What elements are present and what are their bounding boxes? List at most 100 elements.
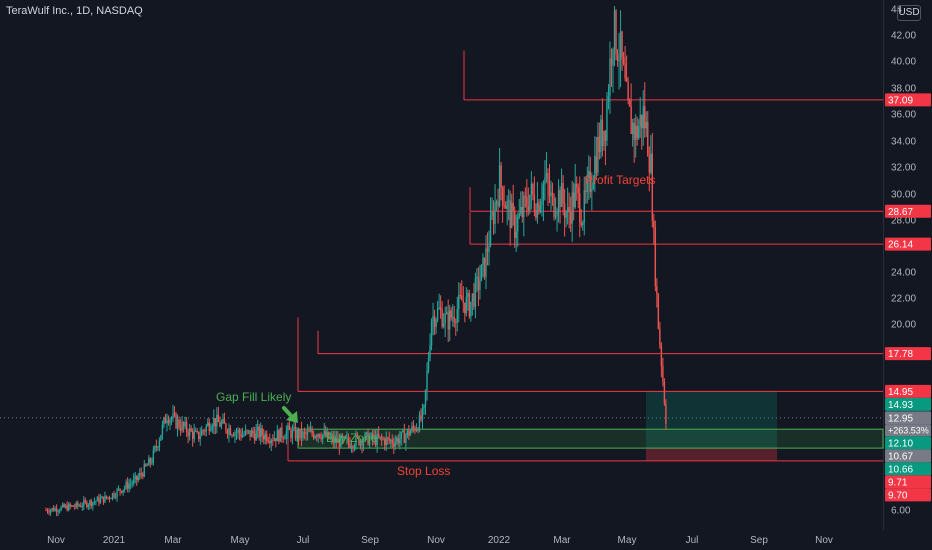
candle-body (282, 437, 285, 439)
price-axis-label-text: 12.95 (888, 413, 913, 424)
candle-body (489, 215, 492, 246)
candle-body (204, 430, 206, 432)
candle-body (498, 165, 501, 207)
candle-body (550, 192, 552, 197)
price-axis-label (885, 237, 931, 251)
currency-button[interactable]: USD (897, 5, 921, 21)
candle-body (548, 184, 551, 197)
candle-body (167, 420, 170, 424)
candle-body (597, 136, 599, 173)
candle-body (164, 417, 167, 424)
candle-body (137, 476, 139, 481)
candle-body (213, 418, 215, 427)
candle-body (532, 183, 534, 195)
x-tick-label: Mar (553, 535, 571, 546)
candle-body (591, 188, 593, 193)
candle-body (107, 497, 109, 499)
candle-body (281, 427, 283, 438)
candle-body (604, 130, 607, 141)
candle-body (377, 433, 380, 438)
candle-body (641, 114, 643, 129)
candle-body (149, 458, 152, 463)
candle-body (191, 431, 194, 439)
candle-body (547, 173, 549, 185)
x-tick-label: Nov (427, 535, 445, 546)
candle-body (95, 501, 97, 502)
candle-body (263, 435, 265, 440)
candle-body (246, 430, 248, 432)
candle-body (98, 497, 100, 503)
candle-body (129, 483, 132, 485)
candle-body (222, 418, 224, 423)
candle-body (569, 212, 572, 224)
candle-body (155, 446, 158, 448)
candle-body (473, 293, 475, 307)
candle-body (276, 430, 279, 442)
candle-body (385, 437, 387, 446)
candle-body (414, 427, 416, 431)
candle-body (202, 430, 204, 432)
candle-body (450, 310, 452, 318)
candle-body (424, 389, 427, 406)
candle-body (441, 309, 443, 327)
candle-body (580, 222, 582, 226)
candle-body (433, 315, 436, 327)
candle-body (633, 122, 635, 140)
candle-body (154, 446, 156, 451)
candle-body (120, 490, 123, 493)
candle-body (554, 215, 557, 217)
candle-body (350, 446, 353, 448)
candle-body (503, 205, 505, 207)
candle-body (328, 431, 330, 439)
candle-body (571, 192, 573, 224)
candle-body (624, 63, 626, 79)
candle-body (651, 153, 654, 221)
candle-body (273, 438, 276, 441)
x-tick-label: Sep (750, 535, 768, 546)
candle-body (456, 308, 458, 323)
price-axis-label-text: 37.09 (888, 95, 913, 106)
candle-body (388, 438, 390, 441)
price-axis-label (885, 93, 931, 107)
candle-body (468, 293, 471, 317)
candle-body (355, 435, 357, 446)
candle-body (412, 426, 415, 428)
candle-body (57, 511, 59, 512)
candle-body (205, 425, 207, 432)
risk-projection-box (646, 448, 777, 461)
candle-body (306, 431, 309, 435)
candle-body (523, 195, 525, 218)
candle-body (382, 438, 384, 440)
candle-body (542, 184, 545, 201)
candle-body (46, 510, 49, 512)
buy-zone-box[interactable] (297, 428, 884, 449)
candle-body (172, 413, 174, 419)
candle-body (181, 422, 183, 431)
candle-body (123, 487, 126, 490)
candle-body (619, 31, 622, 60)
y-tick-label: 22.00 (891, 294, 916, 305)
candle-body (480, 264, 483, 281)
candle-body (267, 441, 269, 442)
candle-body (55, 508, 58, 512)
candle-body (99, 498, 102, 503)
candle-body (622, 57, 625, 64)
candle-body (506, 200, 508, 209)
candle-body (536, 202, 539, 218)
candle-body (592, 182, 595, 189)
candle-body (86, 501, 88, 507)
candle-body (75, 502, 77, 507)
x-tick-label: May (231, 535, 250, 546)
candle-body (458, 294, 460, 309)
candle-body (160, 435, 162, 441)
candle-body (102, 496, 105, 503)
candle-body (455, 322, 457, 324)
candle-body (264, 433, 266, 440)
candle-body (178, 419, 180, 428)
price-axis-label (885, 488, 931, 502)
candle-body (269, 441, 271, 444)
candle-body (288, 425, 291, 430)
symbol-title: TeraWulf Inc., 1D, NASDAQ (6, 5, 143, 17)
candle-body (415, 428, 418, 431)
